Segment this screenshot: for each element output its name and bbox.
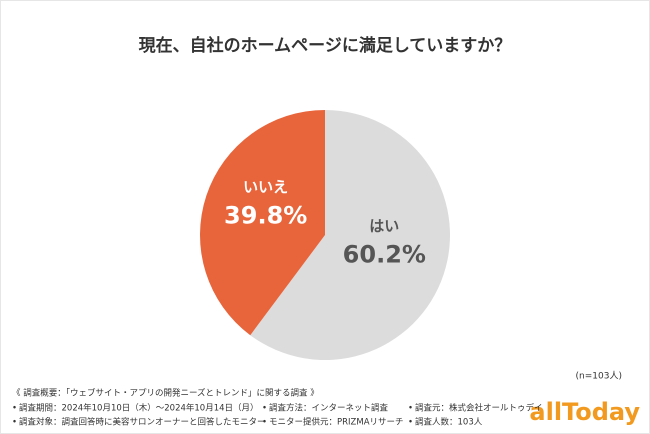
footer-item: 調査人数：103人 xyxy=(415,417,483,428)
logo: allToday xyxy=(529,398,640,426)
value-label: 60.2% xyxy=(343,241,426,269)
footer-bullet: • xyxy=(12,404,17,414)
footer-item: モニター提供元：PRIZMAリサーチ xyxy=(269,417,404,428)
footer-bullet: • xyxy=(408,404,413,414)
footer-item: 調査方法：インターネット調査 xyxy=(269,403,389,414)
footer-heading: 《 調査概要：「ウェブサイト・アプリの開発ニーズとトレンド」に関する調査 》 xyxy=(12,388,319,399)
slice-label: はい xyxy=(369,217,399,235)
footer-bullet: • xyxy=(262,418,267,428)
chart-title: 現在、自社のホームページに満足していますか？ xyxy=(139,35,512,56)
footer-item: 調査期間：2024年10月10日（木）〜2024年10月14日（月） xyxy=(19,403,259,414)
footer-bullet: • xyxy=(262,404,267,414)
footer-item: 調査対象：調査回答時に美容サロンオーナーと回答したモニター xyxy=(19,417,266,428)
pie-slice xyxy=(200,110,325,336)
sample-note: (n=103人) xyxy=(576,371,622,382)
value-label: 39.8% xyxy=(224,201,307,229)
pie-slice xyxy=(250,110,450,361)
slice-label: いいえ xyxy=(243,178,288,196)
footer-bullet: • xyxy=(12,418,17,428)
footer-bullet: • xyxy=(408,418,413,428)
footer-item: 調査元：株式会社オールトゥデイ xyxy=(415,403,543,414)
